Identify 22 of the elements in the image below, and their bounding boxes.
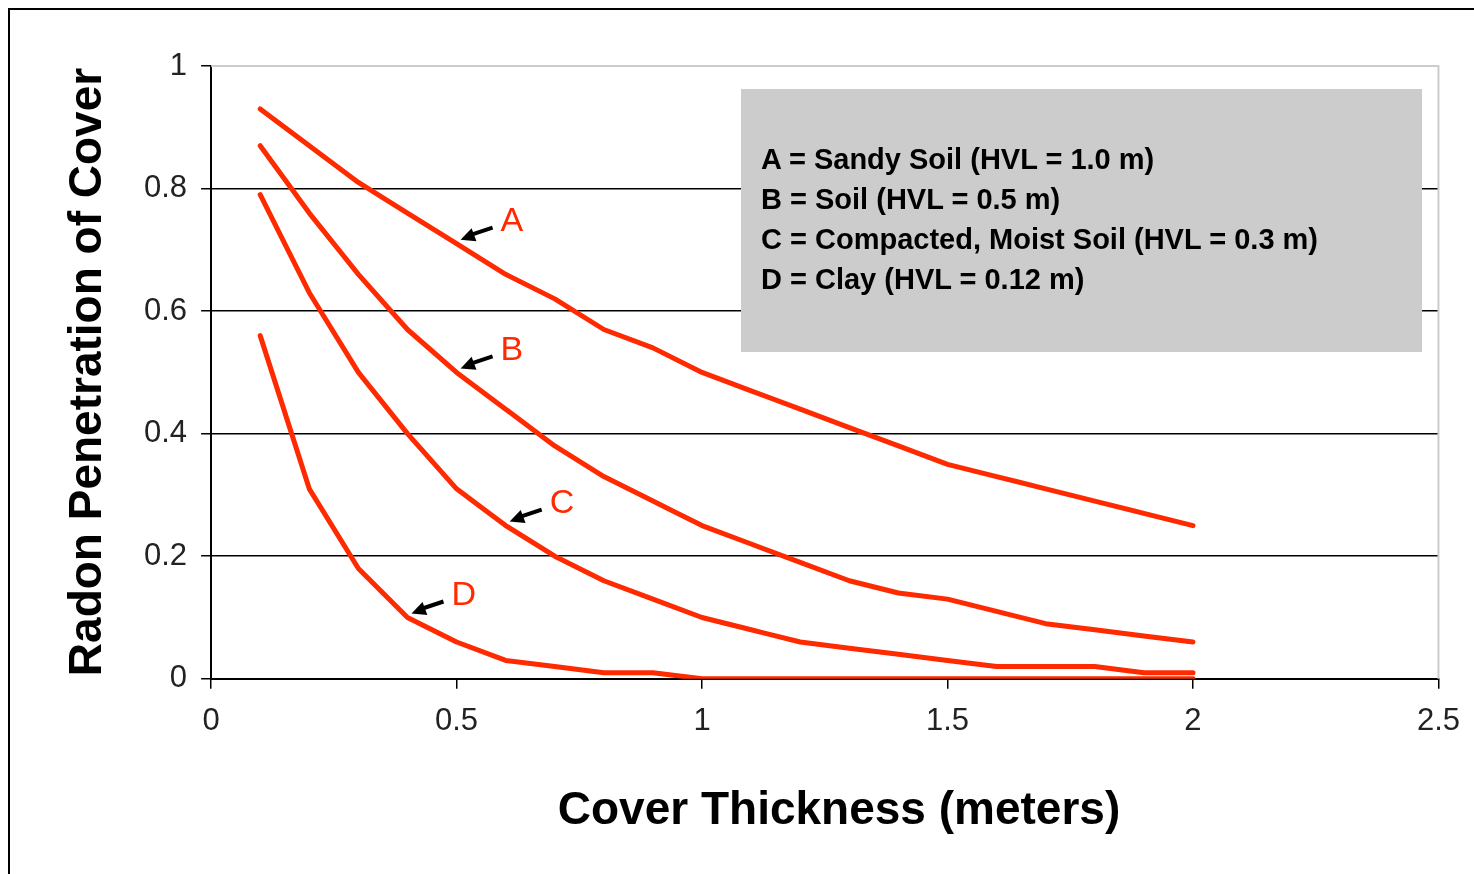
annotation: C = Compacted, Moist Soil (HVL = 0.3 m) xyxy=(761,222,1320,257)
x-tick-label: 0.5 xyxy=(435,701,479,737)
x-tick-label: 1.5 xyxy=(925,701,970,737)
y-tick-label: 0 xyxy=(169,659,188,695)
y-tick-label: 0.4 xyxy=(143,414,188,450)
x-tick-label: 1 xyxy=(693,701,711,737)
annotation: B = Soil (HVL = 0.5 m) xyxy=(761,182,1062,217)
series-label: D xyxy=(451,573,477,612)
annotation: A = Sandy Soil (HVL = 1.0 m) xyxy=(761,142,1156,177)
y-tick-label: 0.8 xyxy=(143,169,188,205)
x-tick-label: 2.5 xyxy=(1416,701,1461,737)
y-tick-label: 0.2 xyxy=(143,536,188,572)
y-tick-label: 0.6 xyxy=(143,291,188,327)
x-tick-label: 0 xyxy=(202,701,220,737)
series-label: B xyxy=(500,328,524,367)
series-label: C xyxy=(549,481,575,520)
annotation: D = Clay (HVL = 0.12 m) xyxy=(761,262,1086,297)
x-axis-title: Cover Thickness (meters) xyxy=(557,781,1121,835)
series-label: A xyxy=(500,200,524,239)
y-tick-label: 1 xyxy=(169,46,188,82)
x-tick-label: 2 xyxy=(1184,701,1202,737)
y-axis-title: Radon Penetration of Cover xyxy=(58,67,112,677)
